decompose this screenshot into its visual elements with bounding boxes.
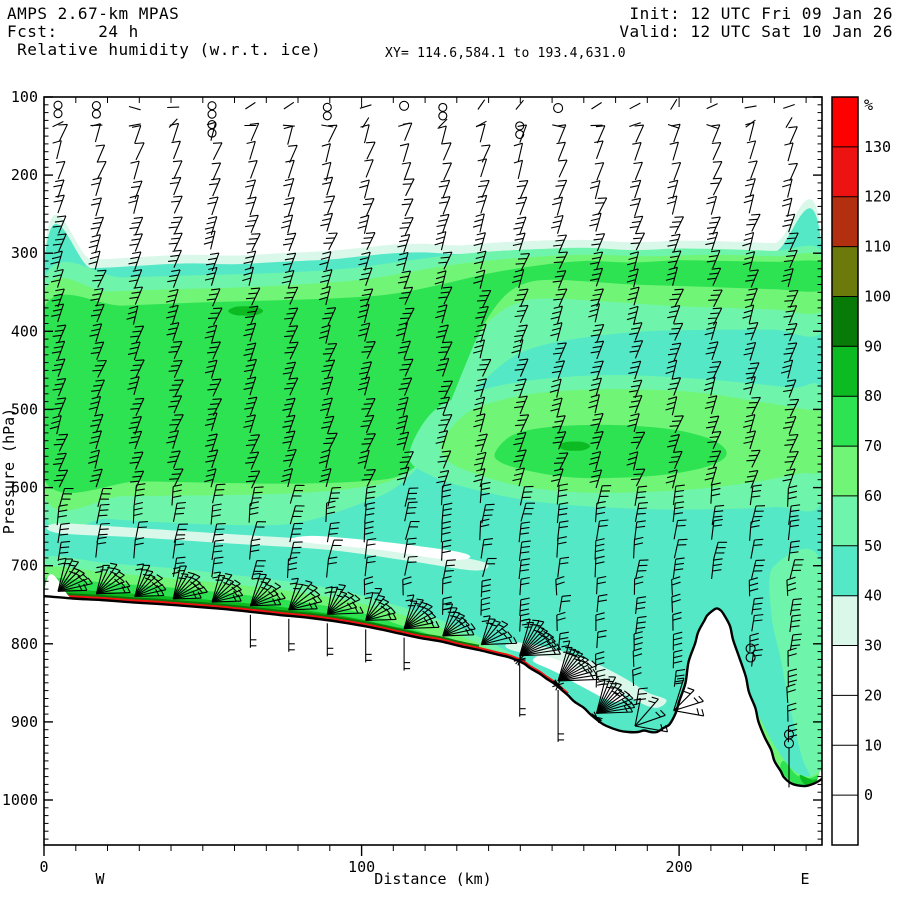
west-end-label: W	[95, 870, 105, 888]
x-tick-label: 200	[666, 858, 693, 876]
forecast-hour-line: Fcst: 24 h	[7, 22, 139, 41]
y-tick-label: 200	[11, 166, 38, 184]
rh-region-upper-belt-70	[44, 260, 822, 493]
colorbar-tick-label: 60	[864, 487, 882, 505]
colorbar-segment	[832, 346, 858, 397]
rh-region-dry-streak-left-core	[291, 535, 471, 560]
colorbar-segment	[832, 795, 858, 846]
x-tick-label: 100	[348, 858, 375, 876]
init-time: Init: 12 UTC Fri 09 Jan 26	[629, 4, 893, 23]
y-tick-label: 800	[11, 635, 38, 653]
colorbar-tick-label: 0	[864, 786, 873, 804]
surface-layer-supersaturated-red	[44, 593, 569, 695]
x-tick-label: 0	[39, 858, 48, 876]
valid-time: Valid: 12 UTC Sat 10 Jan 26	[619, 22, 893, 41]
axes-layer: 100 200 300 400 500 600 700 800 900 1000 0 100 200 W E…	[0, 88, 823, 888]
colorbar-tick-label: 90	[864, 337, 882, 355]
colorbar-segment	[832, 296, 858, 347]
below-ground-mask	[44, 574, 822, 845]
colorbar-segment	[832, 196, 858, 248]
colorbar-legend: 0 10 20 30 40 50 60 70 80 90 100 110 120 130%	[831, 96, 891, 846]
colorbar-tick-label: 80	[864, 387, 882, 405]
colorbar-segment	[832, 146, 858, 198]
terrain-layer	[44, 574, 822, 845]
wind-barbs-layer	[49, 99, 804, 788]
colorbar-tick-label: 20	[864, 686, 882, 704]
colorbar-segment	[832, 97, 858, 148]
rh-region-spot-80-left	[228, 306, 264, 316]
colorbar-tick-label: 10	[864, 736, 882, 754]
surface-layer-dark-green	[44, 591, 480, 648]
y-tick-label: 400	[11, 322, 38, 340]
y-tick-label: 300	[11, 244, 38, 262]
colorbar-segment	[832, 595, 858, 647]
colorbar-tick-label: 30	[864, 637, 882, 655]
colorbar-segment	[832, 495, 858, 547]
colorbar-tick-label: 120	[864, 188, 891, 206]
y-tick-label: 100	[11, 88, 38, 106]
colorbar-tick-label: 70	[864, 437, 882, 455]
cross-section-endpoints: XY= 114.6,584.1 to 193.4,631.0	[385, 46, 626, 61]
y-tick-label: 1000	[2, 791, 38, 809]
colorbar-segment	[832, 545, 858, 597]
rh-region-dry-streak-left	[46, 523, 489, 571]
terrain-surface-line	[44, 594, 822, 788]
y-axis-title: Pressure (hPa)	[0, 408, 18, 534]
rh-region-mid-blob-70	[494, 424, 727, 479]
colorbar-units-label: %	[864, 96, 873, 114]
colorbar-segment	[832, 446, 858, 497]
x-axis-title: Distance (km)	[374, 870, 491, 888]
colorbar-segment	[832, 695, 858, 746]
rh-region-spot-80-mid	[558, 441, 591, 451]
y-tick-label: 700	[11, 557, 38, 575]
y-tick-label: 500	[11, 400, 38, 418]
colorbar-segment	[832, 246, 858, 297]
colorbar-tick-label: 50	[864, 537, 882, 555]
colorbar-segment	[832, 396, 858, 447]
east-end-label: E	[800, 870, 809, 888]
colorbar-segment	[832, 745, 858, 796]
colorbar-tick-label: 110	[864, 238, 891, 256]
y-tick-label: 600	[11, 479, 38, 497]
y-tick-label: 900	[11, 713, 38, 731]
rh-region-right-edge-50	[769, 548, 822, 786]
plot-border	[43, 96, 823, 846]
model-title: AMPS 2.67-km MPAS	[7, 4, 180, 23]
field-title: Relative humidity (w.r.t. ice)	[7, 40, 322, 59]
colorbar-tick-label: 130	[864, 138, 891, 156]
colorbar-tick-label: 100	[864, 288, 891, 306]
colorbar-tick-label: 40	[864, 587, 882, 605]
colorbar-segment	[832, 645, 858, 696]
